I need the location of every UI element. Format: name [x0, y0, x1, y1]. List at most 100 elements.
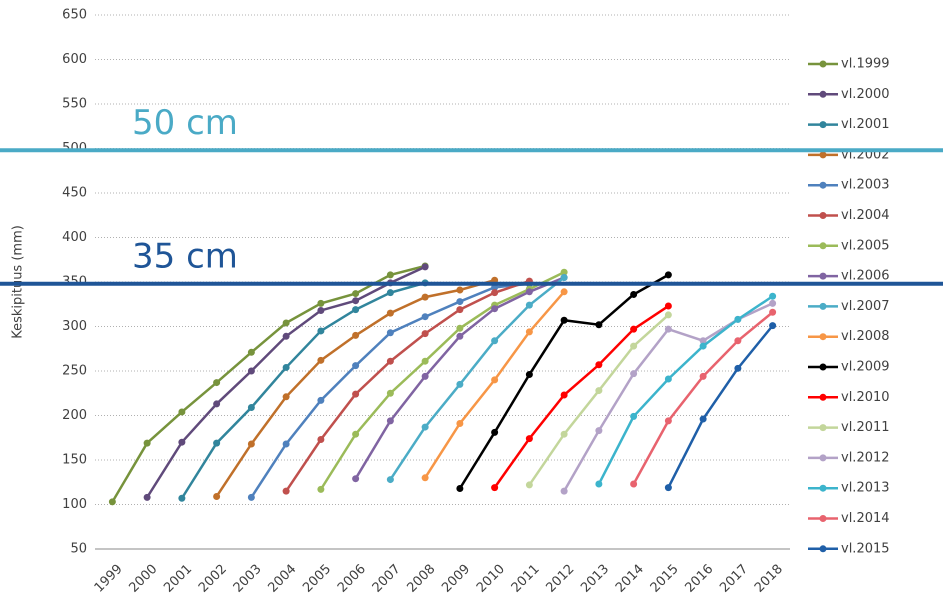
- y-tick-label: 450: [62, 186, 87, 201]
- legend-marker: [819, 484, 827, 492]
- data-point: [734, 364, 742, 372]
- legend-marker: [819, 515, 827, 522]
- data-point: [143, 493, 151, 501]
- data-point: [525, 481, 533, 489]
- data-point: [282, 363, 290, 371]
- x-tick-label: 2005: [300, 562, 334, 596]
- data-point: [386, 329, 394, 337]
- data-point: [282, 487, 290, 495]
- y-tick-label: 300: [62, 319, 87, 334]
- data-point: [352, 297, 360, 305]
- data-point: [352, 290, 360, 298]
- data-point: [386, 389, 394, 397]
- data-point: [664, 311, 672, 319]
- x-tick-label: 2011: [509, 562, 543, 596]
- legend-label: vl.2006: [841, 269, 890, 284]
- y-tick-label: 600: [62, 52, 87, 67]
- x-tick-label: 2018: [752, 562, 786, 596]
- series: [143, 263, 429, 501]
- legend-label: vl.2014: [841, 511, 890, 526]
- data-point: [178, 408, 186, 416]
- series: [352, 274, 568, 483]
- series-line: [319, 271, 565, 491]
- data-point: [421, 293, 429, 301]
- data-point: [421, 423, 429, 431]
- x-tick-label: 2002: [196, 562, 230, 596]
- series: [282, 277, 533, 495]
- legend-marker: [819, 181, 827, 189]
- legend-marker: [819, 454, 827, 462]
- data-point: [630, 325, 638, 333]
- data-point: [317, 306, 325, 314]
- data-point: [317, 327, 325, 335]
- x-tick-label: 2008: [404, 562, 438, 596]
- data-point: [491, 305, 499, 313]
- legend-label: vl.2008: [841, 329, 890, 344]
- data-point: [247, 493, 255, 501]
- legend-label: vl.1999: [841, 57, 890, 72]
- data-point: [421, 372, 429, 380]
- data-point: [664, 484, 672, 492]
- series: [664, 322, 777, 492]
- data-point: [595, 480, 603, 488]
- series: [386, 274, 568, 484]
- x-tick-label: 2000: [126, 562, 160, 596]
- legend-label: vl.2001: [841, 117, 890, 132]
- data-point: [386, 309, 394, 317]
- data-point: [525, 371, 533, 379]
- data-point: [560, 430, 568, 438]
- legend-marker: [819, 242, 827, 250]
- data-point: [699, 337, 707, 345]
- data-point: [769, 322, 777, 330]
- data-point: [734, 315, 742, 323]
- series-line: [146, 265, 426, 499]
- data-point: [213, 492, 221, 500]
- data-point: [595, 361, 603, 369]
- reference-label: 35 cm: [132, 236, 238, 276]
- legend-label: vl.2010: [841, 390, 890, 405]
- x-tick-label: 1999: [92, 562, 126, 596]
- y-tick-label: 400: [62, 230, 87, 245]
- data-point: [560, 316, 568, 324]
- x-tick-label: 2017: [717, 562, 751, 596]
- series-line: [667, 324, 774, 489]
- data-point: [491, 484, 499, 492]
- data-point: [317, 485, 325, 493]
- data-point: [421, 330, 429, 338]
- x-tick-label: 2014: [613, 562, 647, 596]
- legend-marker: [819, 302, 827, 310]
- data-point: [769, 292, 777, 300]
- data-point: [769, 308, 777, 316]
- x-tick-label: 2006: [335, 562, 369, 596]
- x-tick-label: 2012: [543, 562, 577, 596]
- legend-label: vl.2012: [841, 450, 890, 465]
- x-tick-label: 2016: [682, 562, 716, 596]
- legend-marker: [819, 272, 827, 280]
- data-point: [769, 299, 777, 307]
- data-point: [525, 288, 533, 296]
- data-point: [664, 417, 672, 425]
- x-tick-label: 2013: [578, 562, 612, 596]
- data-point: [143, 439, 151, 447]
- data-point: [456, 332, 464, 340]
- data-point: [317, 396, 325, 404]
- legend-label: vl.2004: [841, 208, 890, 223]
- series: [213, 276, 499, 500]
- series-line: [389, 276, 565, 481]
- x-tick-label: 2004: [265, 562, 299, 596]
- legend-marker: [819, 333, 827, 341]
- y-tick-label: 100: [62, 497, 87, 512]
- data-point: [421, 474, 429, 482]
- legend-label: vl.2013: [841, 481, 890, 496]
- data-point: [560, 288, 568, 296]
- data-point: [352, 390, 360, 398]
- data-point: [213, 400, 221, 408]
- data-point: [108, 498, 116, 506]
- data-point: [213, 379, 221, 387]
- data-point: [664, 302, 672, 310]
- data-point: [421, 313, 429, 321]
- series-line: [180, 281, 426, 499]
- data-point: [525, 435, 533, 443]
- data-point: [664, 325, 672, 333]
- legend-marker: [819, 545, 827, 553]
